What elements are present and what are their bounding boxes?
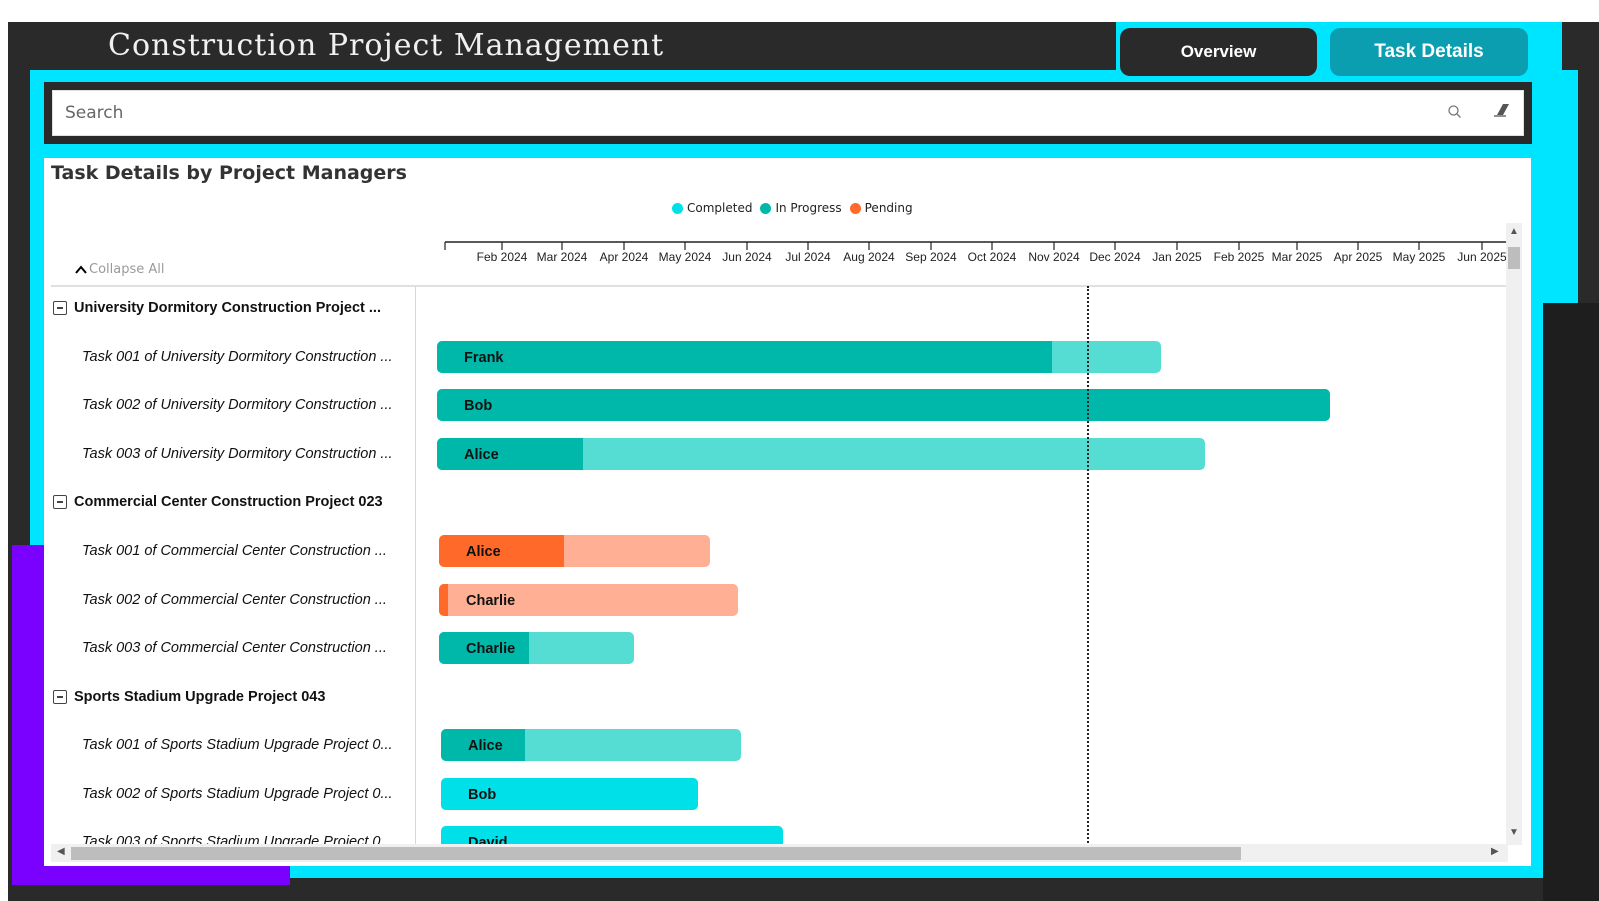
collapse-toggle-icon[interactable]: [53, 495, 67, 509]
task-owner-label: Alice: [464, 447, 499, 463]
month-label: Jun 2025: [1457, 250, 1507, 264]
project-name: University Dormitory Construction Projec…: [74, 300, 381, 316]
task-progress-fill: [439, 584, 448, 616]
task-progress-fill: [441, 729, 525, 761]
search-input[interactable]: [63, 99, 1417, 127]
vertical-scroll-thumb[interactable]: [1508, 247, 1520, 269]
legend-label-completed: Completed: [687, 201, 753, 215]
task-owner-label: Charlie: [466, 593, 516, 609]
tab-task-details[interactable]: Task Details: [1330, 28, 1528, 76]
task-owner-label: Bob: [464, 398, 493, 414]
tab-overview[interactable]: Overview: [1120, 28, 1317, 76]
collapse-toggle-icon[interactable]: [53, 690, 67, 704]
task-bar[interactable]: Alice: [439, 535, 710, 567]
month-label: Apr 2025: [1333, 250, 1383, 264]
month-label: Sep 2024: [905, 250, 957, 264]
collapse-toggle-icon[interactable]: [53, 301, 67, 315]
scroll-right-icon[interactable]: ▶: [1491, 846, 1499, 857]
search-bar: [44, 82, 1532, 144]
tab-bar: Overview Task Details: [1116, 22, 1562, 78]
legend-dot-in-progress: [760, 202, 772, 214]
task-bar[interactable]: Alice: [441, 729, 741, 761]
task-name: Task 001 of University Dormitory Constru…: [82, 349, 393, 365]
project-row[interactable]: Commercial Center Construction Project 0…: [53, 494, 383, 510]
scroll-down-icon[interactable]: ▼: [1509, 827, 1519, 838]
task-owner-label: Alice: [466, 544, 501, 560]
legend-dot-pending: [849, 202, 861, 214]
right-edge: [1543, 303, 1599, 901]
month-label: Nov 2024: [1028, 250, 1080, 264]
horizontal-scroll-thumb[interactable]: [71, 847, 1241, 860]
task-progress-fill: [437, 438, 583, 470]
task-bar[interactable]: Charlie: [439, 584, 738, 616]
legend-label-pending: Pending: [864, 201, 913, 215]
legend: Completed In Progress Pending: [668, 201, 913, 215]
task-name: Task 002 of Sports Stadium Upgrade Proje…: [82, 786, 393, 802]
eraser-icon[interactable]: [1491, 100, 1511, 120]
task-bar[interactable]: Bob: [437, 389, 1330, 421]
task-bar[interactable]: Frank: [437, 341, 1161, 373]
task-owner-label: Alice: [468, 738, 503, 754]
task-bar[interactable]: Alice: [437, 438, 1205, 470]
project-row[interactable]: University Dormitory Construction Projec…: [53, 300, 381, 316]
month-label: May 2024: [658, 250, 712, 264]
task-owner-label: Frank: [464, 350, 504, 366]
vertical-scrollbar[interactable]: ▲ ▼: [1506, 223, 1522, 845]
horizontal-scrollbar[interactable]: ◀ ▶: [51, 844, 1508, 862]
task-owner-label: Charlie: [466, 641, 516, 657]
collapse-all-button[interactable]: Collapse All: [74, 262, 165, 277]
project-name: Sports Stadium Upgrade Project 043: [74, 689, 326, 705]
chevron-up-icon: [75, 264, 87, 274]
time-axis: [444, 241, 1506, 250]
app-title: Construction Project Management: [108, 28, 665, 63]
project-row[interactable]: Sports Stadium Upgrade Project 043: [53, 689, 325, 705]
bottom-bar: [290, 878, 1599, 901]
month-label: Jul 2024: [785, 250, 831, 264]
header-divider: [51, 285, 1506, 287]
task-name: Task 003 of Commercial Center Constructi…: [82, 640, 387, 656]
task-name: Task 002 of University Dormitory Constru…: [82, 397, 393, 413]
task-bar[interactable]: Charlie: [439, 632, 634, 664]
month-label: Feb 2024: [476, 250, 528, 264]
today-marker: [1087, 286, 1089, 846]
month-label: Mar 2025: [1271, 250, 1323, 264]
month-label: Apr 2024: [599, 250, 649, 264]
scroll-left-icon[interactable]: ◀: [57, 846, 65, 857]
task-progress-fill: [437, 389, 1330, 421]
search-icon[interactable]: [1445, 102, 1465, 122]
month-label: Jun 2024: [722, 250, 772, 264]
visual-title: Task Details by Project Managers: [51, 162, 407, 184]
scroll-up-icon[interactable]: ▲: [1509, 226, 1519, 237]
gantt-panel: Task Details by Project Managers Complet…: [44, 158, 1531, 866]
search-box: [52, 90, 1524, 136]
task-owner-label: Bob: [468, 787, 497, 803]
month-label: Oct 2024: [967, 250, 1017, 264]
collapse-all-label: Collapse All: [89, 262, 165, 277]
legend-dot-completed: [672, 202, 683, 214]
task-progress-fill: [441, 778, 698, 810]
task-progress-fill: [439, 632, 529, 664]
task-list-column: [51, 286, 416, 846]
task-bar[interactable]: Bob: [441, 778, 698, 810]
month-label: Aug 2024: [843, 250, 895, 264]
task-name: Task 001 of Sports Stadium Upgrade Proje…: [82, 737, 393, 753]
project-name: Commercial Center Construction Project 0…: [74, 494, 383, 510]
task-name: Task 002 of Commercial Center Constructi…: [82, 592, 387, 608]
task-progress-fill: [437, 341, 1053, 373]
month-label: Feb 2025: [1213, 250, 1265, 264]
task-name: Task 001 of Commercial Center Constructi…: [82, 543, 387, 559]
task-name: Task 003 of University Dormitory Constru…: [82, 446, 393, 462]
month-label: May 2025: [1392, 250, 1446, 264]
task-progress-fill: [439, 535, 564, 567]
month-label: Mar 2024: [536, 250, 588, 264]
month-label: Jan 2025: [1152, 250, 1202, 264]
legend-label-in-progress: In Progress: [775, 201, 842, 215]
month-label: Dec 2024: [1089, 250, 1141, 264]
